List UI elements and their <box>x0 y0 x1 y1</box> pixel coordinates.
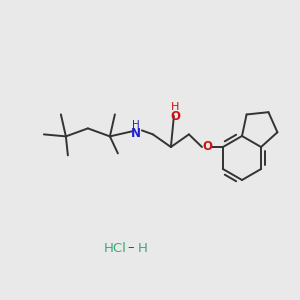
Text: N: N <box>131 127 141 140</box>
Text: HCl: HCl <box>103 242 126 254</box>
Text: H: H <box>132 120 140 130</box>
Text: –: – <box>128 242 134 254</box>
Text: H: H <box>171 102 179 112</box>
Text: O: O <box>202 140 212 154</box>
Text: O: O <box>170 110 180 122</box>
Text: H: H <box>138 242 148 254</box>
